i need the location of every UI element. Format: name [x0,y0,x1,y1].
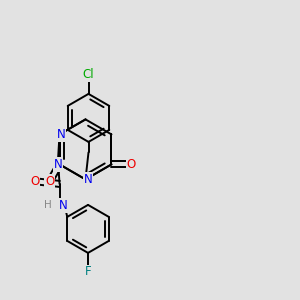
Text: N: N [83,173,92,186]
Text: F: F [85,265,91,278]
Text: N: N [59,199,68,212]
Text: N: N [57,128,65,141]
Text: H: H [44,200,52,210]
Text: Cl: Cl [83,68,94,82]
Text: O: O [30,175,39,188]
Text: O: O [126,158,136,171]
Text: N: N [54,158,63,171]
Text: O: O [45,175,54,188]
